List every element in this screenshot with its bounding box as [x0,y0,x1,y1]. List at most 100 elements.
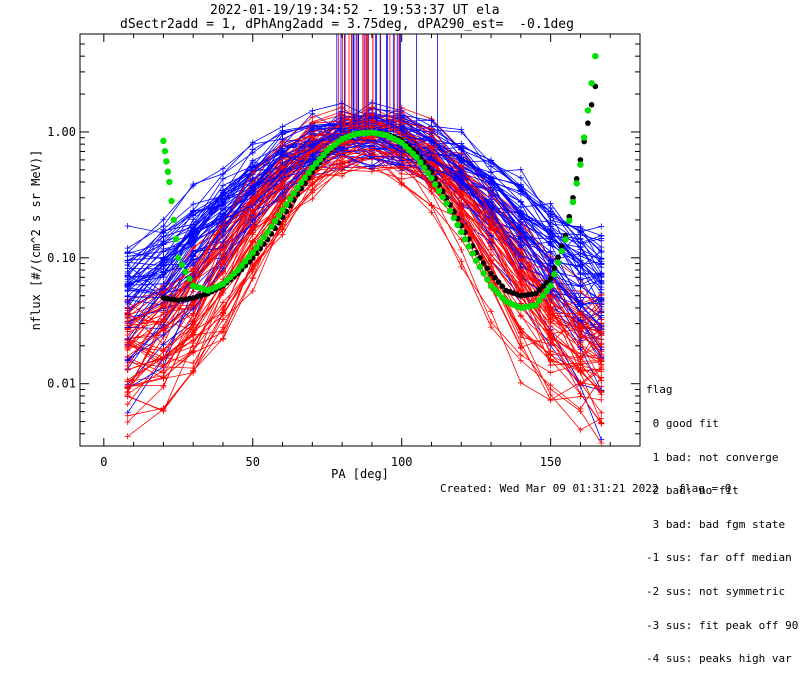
green-fit-point [163,158,170,165]
sweep-marker [517,233,524,240]
green-fit-point [532,302,539,309]
green-fit-point [566,217,573,224]
sweep-marker [547,200,554,207]
sweep-marker [598,264,605,271]
plot-frame [79,33,641,447]
sweep-marker [488,176,495,183]
green-fit-point [432,181,439,188]
green-fit-point [178,261,186,269]
sweep-marker [249,141,256,148]
sweep-marker [279,172,286,179]
sweep-marker [598,346,605,353]
green-fit-point [588,80,595,87]
sweep-marker [309,186,316,193]
sweep-marker [577,283,584,290]
sweep-marker [124,328,131,335]
black-fit-point [484,265,491,272]
sweep-marker [249,146,256,153]
green-fit-point [469,250,476,257]
green-fit-point [584,107,592,114]
sweep-marker [577,329,584,336]
sweep-marker [577,320,584,327]
sweep-marker [398,163,405,170]
black-fit-point [495,279,502,285]
sweep-marker [339,173,346,180]
sweep-marker [598,300,605,307]
sweep-marker [249,262,256,269]
sweep-marker [488,219,495,226]
sweep-marker [547,316,554,323]
sweep-marker [190,288,197,295]
sweep-marker [458,184,465,191]
green-fit-point [160,137,167,145]
footer-created: Created: Wed Mar 09 01:31:21 2022 flag =… [440,482,732,495]
green-fit-point [279,206,286,214]
legend-entry-7: -4 sus: peaks high var [646,652,792,666]
legend-title: flag [646,383,673,397]
black-fit-point [588,101,595,108]
sweep-marker [598,388,605,395]
green-fit-point [294,184,301,192]
green-fit-point [164,168,172,175]
sweep-marker [249,185,256,192]
green-fit-point [238,262,245,269]
green-fit-point [428,174,435,182]
sweep-marker [309,120,316,127]
sweep-marker [160,375,167,382]
sweep-marker [190,239,197,246]
black-fit-point [480,260,487,266]
sweep-marker [547,386,554,393]
sweep-marker [368,120,375,127]
green-fit-point [175,254,182,262]
sweep-marker [279,189,286,196]
sweep-marker [160,233,167,240]
sweep-marker [249,224,256,231]
green-fit-point [573,180,580,187]
sweep-marker [517,379,524,386]
green-fit-point [309,164,316,171]
sweep-marker [428,202,435,209]
sweep-marker [124,418,131,425]
sweep-marker [160,280,167,287]
sweep-marker [598,415,605,422]
green-fit-point [435,187,443,195]
legend-entry-3: 3 bad: bad fgm state [646,517,786,531]
sweep-marker [219,324,226,331]
sweep-marker [219,192,226,199]
sweep-marker [124,281,131,288]
sweep-marker [428,125,435,132]
green-fit-point [316,155,323,163]
sweep-marker [577,364,584,371]
sweep-marker [279,180,286,187]
sweep-marker [190,343,197,350]
sweep-marker [598,312,605,319]
green-fit-point [472,257,480,264]
sweep-marker [219,299,226,306]
sweep-marker [577,240,584,247]
sweep-marker [190,369,197,376]
sweep-marker [547,351,554,358]
sweep-marker [160,363,167,370]
green-fit-point [569,198,577,206]
sweep-marker [160,406,167,413]
green-fit-point [283,201,290,208]
green-fit-point [264,228,271,236]
sweep-marker [577,263,584,270]
sweep-marker [249,164,256,171]
sweep-marker [547,236,554,243]
sweep-marker [249,287,256,294]
sweep-marker [124,268,131,275]
green-fit-point [476,263,484,271]
sweep-marker [368,165,375,172]
green-fit-point [580,134,588,141]
chart-title: 2022-01-19/19:34:52 - 19:53:37 UT ela [210,3,500,18]
sweep-marker [279,136,286,143]
sweep-marker [488,226,495,233]
sweep-marker [190,268,197,275]
sweep-marker [398,126,405,133]
sweep-marker [124,223,131,230]
sweep-marker [219,335,226,342]
sweep-marker [124,305,131,312]
y-axis-label: nflux [#/(cm^2 s sr MeV)] [29,150,43,331]
black-fit-point [532,290,539,297]
